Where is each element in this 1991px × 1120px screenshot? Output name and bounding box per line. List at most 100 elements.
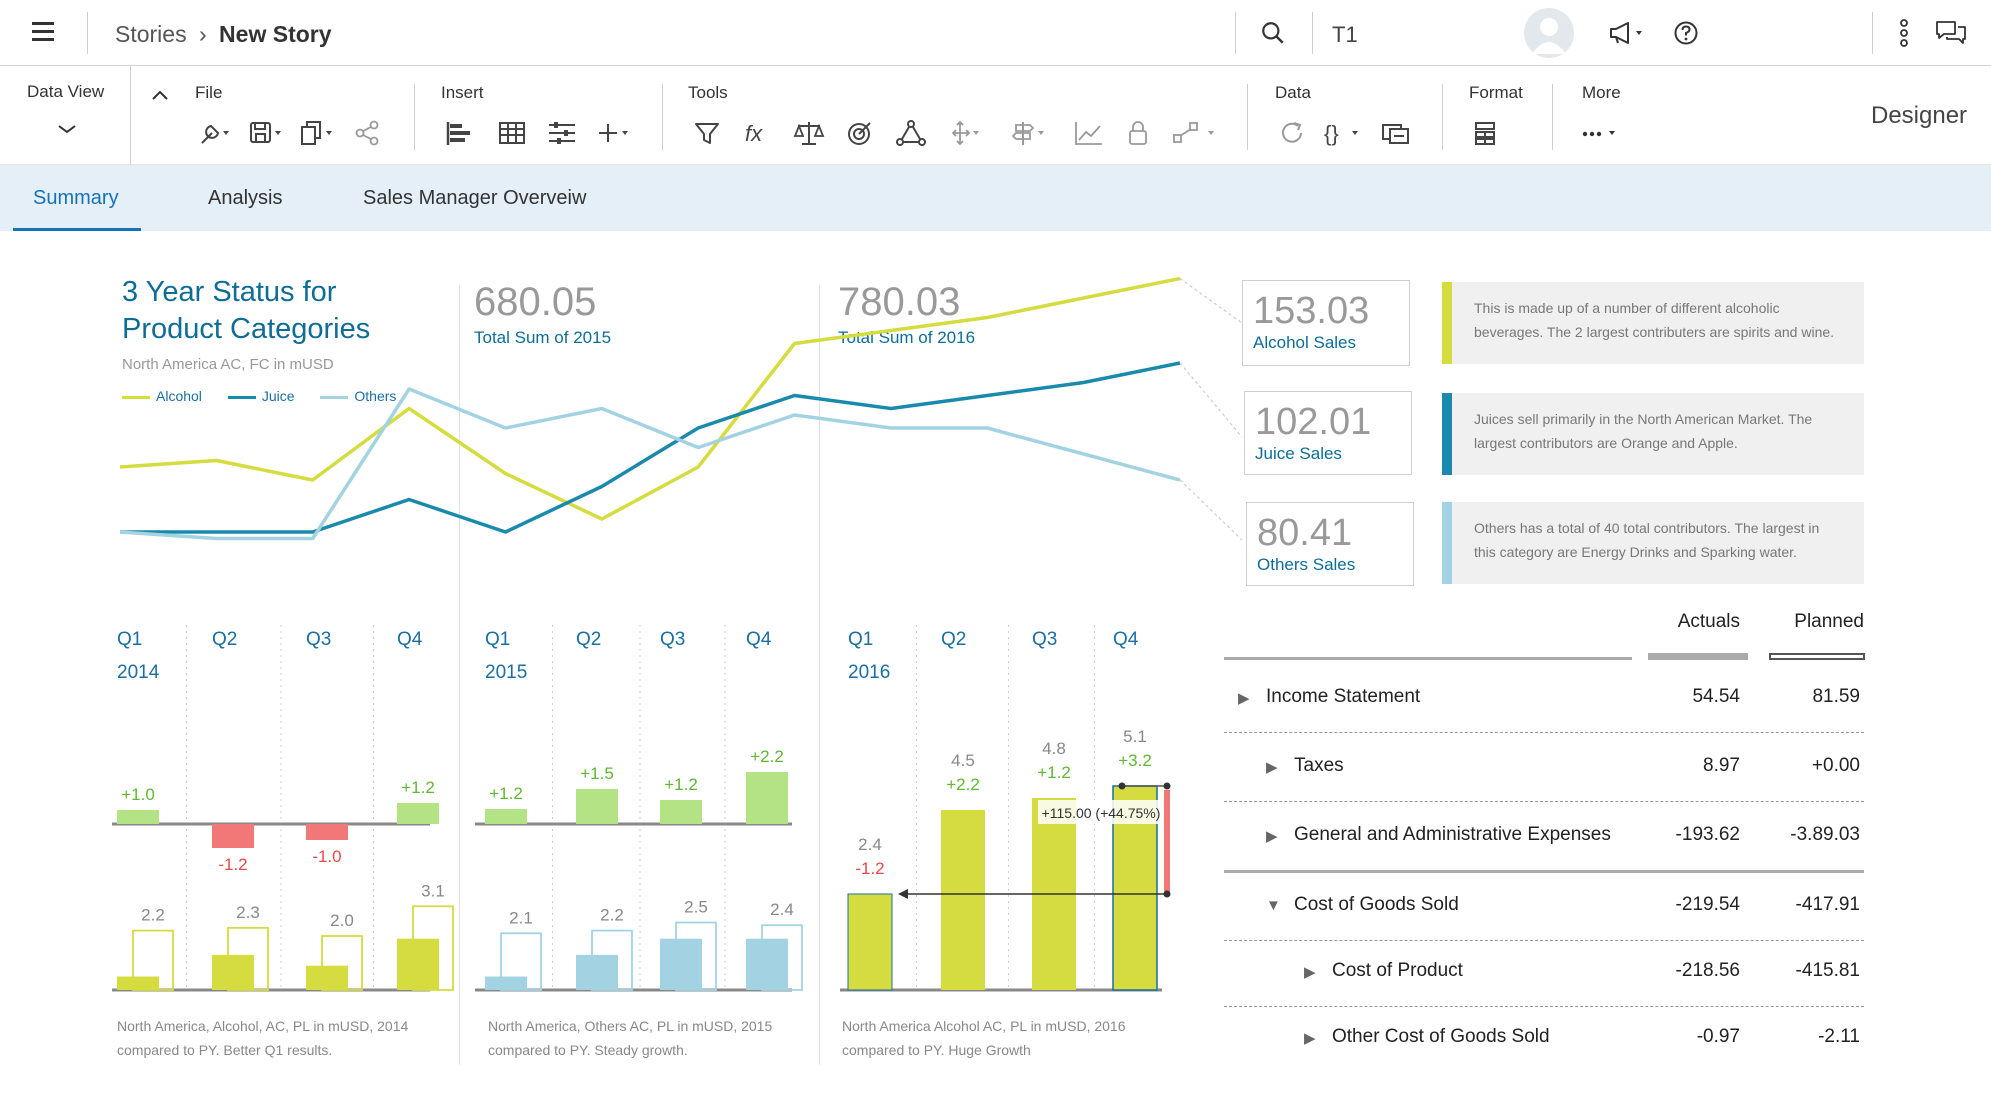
wrench-icon[interactable]	[196, 118, 230, 148]
chevron-down-icon[interactable]	[57, 122, 77, 136]
year-label: 2015	[485, 662, 527, 683]
braces-icon[interactable]: {}	[1322, 118, 1362, 148]
actual-value: -0.97	[1696, 1026, 1740, 1047]
divider	[1872, 12, 1873, 54]
delta-bar	[485, 809, 527, 824]
juice-sales-card[interactable]: 102.01 Juice Sales	[1244, 391, 1412, 475]
lock-icon[interactable]	[1121, 118, 1155, 148]
add-icon[interactable]	[596, 118, 630, 148]
table-row[interactable]: ▶ Cost of Product -218.56 -415.81	[1224, 950, 1864, 1000]
more-horizontal-icon[interactable]	[1580, 118, 1620, 148]
more-vertical-icon[interactable]	[1898, 18, 1910, 48]
designer-mode-label[interactable]: Designer	[1871, 102, 1968, 129]
share-icon[interactable]	[352, 118, 386, 148]
search-icon[interactable]	[1260, 20, 1286, 46]
delta-label: +1.2	[664, 775, 698, 794]
quarter-label: Q4	[1113, 629, 1139, 650]
row-divider	[1224, 1006, 1864, 1007]
megaphone-icon[interactable]	[1608, 20, 1646, 46]
divider	[1235, 12, 1236, 54]
hamburger-menu-icon[interactable]	[32, 22, 54, 42]
table-row[interactable]: ▶ General and Administrative Expenses -193…	[1224, 814, 1864, 864]
more-label: More	[1582, 83, 1621, 102]
move-icon[interactable]	[947, 118, 981, 148]
quarter-label: Q3	[1032, 629, 1057, 650]
others-sales-value: 80.41	[1257, 512, 1353, 554]
data-window-icon[interactable]	[1380, 118, 1414, 148]
model-label: T1	[1332, 22, 1358, 47]
collapse-icon[interactable]	[151, 88, 169, 100]
filter-icon[interactable]	[690, 118, 724, 148]
overview-title: 3 Year Status for Product Categories	[122, 276, 371, 345]
caret-right-icon[interactable]: ▶	[1238, 690, 1250, 707]
divider	[662, 84, 663, 150]
data-label: Data	[1275, 83, 1311, 102]
delta-bar	[660, 800, 702, 824]
quarter-label: Q1	[485, 629, 510, 650]
table-row[interactable]: ▶ Income Statement 54.54 81.59	[1224, 676, 1864, 726]
app-header: Stories › New Story T1	[0, 0, 1991, 66]
delta-bar	[117, 810, 159, 824]
caret-right-icon[interactable]: ▶	[1266, 759, 1278, 776]
arrow-head-icon	[898, 889, 908, 899]
tab-sales-manager-overview[interactable]: Sales Manager Overveiw	[363, 187, 587, 209]
delta-label: +1.2	[401, 778, 435, 797]
col-header-actuals[interactable]: Actuals	[1677, 611, 1740, 632]
others-sales-card[interactable]: 80.41 Others Sales	[1246, 502, 1414, 586]
delta-label: +1.2	[489, 784, 523, 803]
target-icon[interactable]	[843, 118, 877, 148]
copy-icon[interactable]	[299, 118, 333, 148]
signpost-icon[interactable]	[1011, 118, 1046, 148]
quarter-label: Q2	[941, 629, 966, 650]
row-label: General and Administrative Expenses	[1294, 824, 1611, 845]
table-row[interactable]: ▶ Taxes 8.97 +0.00	[1224, 745, 1864, 795]
total-2016-value: 780.03	[838, 280, 961, 324]
delta-label: +2.2	[750, 747, 784, 766]
filter-controls-icon[interactable]	[545, 118, 579, 148]
trend-chart-icon[interactable]	[1072, 118, 1106, 148]
refresh-icon[interactable]	[1276, 118, 1310, 148]
diff-dot	[1163, 890, 1171, 898]
caret-right-icon[interactable]: ▶	[1266, 828, 1278, 845]
alcohol-sales-value: 153.03	[1253, 290, 1370, 332]
formula-icon[interactable]: fx	[741, 118, 775, 148]
quarter-label: Q1	[848, 629, 873, 650]
connector-line	[1179, 479, 1243, 541]
alcohol-sales-card[interactable]: 153.03 Alcohol Sales	[1242, 280, 1410, 366]
avatar[interactable]	[1524, 8, 1574, 58]
others-sales-label: Others Sales	[1257, 555, 1356, 574]
divider	[87, 12, 88, 54]
data-view-label[interactable]: Data View	[27, 82, 105, 101]
ac-bar	[117, 976, 159, 990]
quarter-label: Q2	[576, 629, 601, 650]
tab-summary[interactable]: Summary	[33, 187, 119, 209]
caret-right-icon[interactable]: ▶	[1304, 964, 1316, 981]
delta-label: +1.0	[121, 785, 155, 804]
divider	[414, 84, 415, 150]
table-icon[interactable]	[495, 118, 529, 148]
format-icon[interactable]	[1471, 118, 1505, 148]
save-icon[interactable]	[248, 118, 282, 148]
tab-analysis[interactable]: Analysis	[208, 187, 283, 209]
diff-dot	[1118, 782, 1126, 790]
col-header-planned[interactable]: Planned	[1794, 611, 1864, 632]
quarter-label: Q3	[660, 629, 685, 650]
row-divider	[1224, 870, 1864, 873]
column-divider	[459, 285, 460, 1065]
breadcrumb-root[interactable]: Stories	[115, 21, 187, 47]
value-label: 2.1	[509, 908, 533, 927]
help-icon[interactable]	[1673, 20, 1699, 46]
ac-bar	[306, 965, 348, 990]
quarter-label: Q3	[306, 629, 331, 650]
link-nodes-icon[interactable]	[1170, 118, 1220, 148]
network-icon[interactable]	[894, 118, 928, 148]
chat-icon[interactable]	[1934, 19, 1968, 47]
caret-right-icon[interactable]: ▶	[1304, 1030, 1316, 1047]
table-row[interactable]: ▼ Cost of Goods Sold -219.54 -417.91	[1224, 884, 1864, 934]
bar-chart-icon[interactable]	[444, 118, 478, 148]
legend-item-others: Others	[320, 388, 396, 404]
divider	[1312, 12, 1313, 54]
table-row[interactable]: ▶ Other Cost of Goods Sold -0.97 -2.11	[1224, 1016, 1864, 1066]
caret-down-icon[interactable]: ▼	[1266, 897, 1281, 914]
scale-icon[interactable]	[792, 118, 826, 148]
